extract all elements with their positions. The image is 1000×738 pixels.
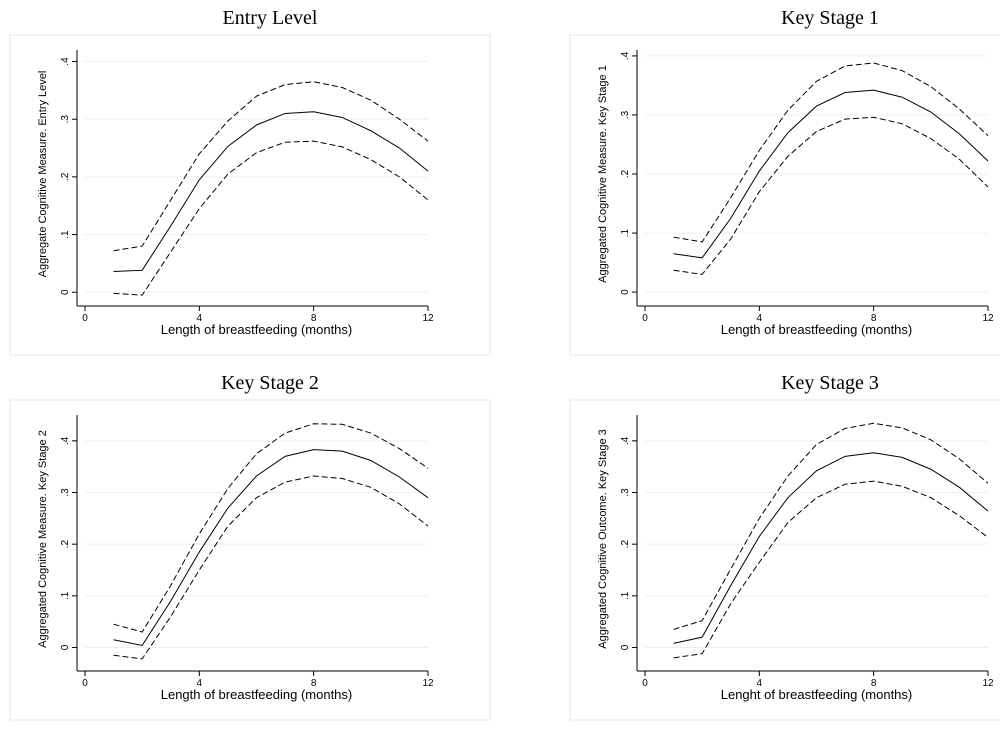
y-tick-label: .1 xyxy=(620,228,631,237)
x-tick-label: 12 xyxy=(982,313,994,324)
x-tick-label: 0 xyxy=(642,313,648,324)
x-tick-label: 12 xyxy=(982,678,994,689)
x-axis-label: Length of breastfeeding (months) xyxy=(161,687,353,702)
panel-frame xyxy=(9,34,491,356)
y-tick-label: .3 xyxy=(60,488,71,497)
x-axis-label: Lenght of breastfeeding (months) xyxy=(721,687,913,702)
y-tick-label: .4 xyxy=(60,57,71,66)
x-tick-label: 8 xyxy=(871,678,877,689)
x-tick-label: 8 xyxy=(311,313,317,324)
estimate-line xyxy=(113,111,429,272)
y-tick-label: .4 xyxy=(60,436,71,445)
panel-title: Key Stage 2 xyxy=(221,372,319,394)
ci-line xyxy=(673,480,989,659)
y-tick-label: .2 xyxy=(60,540,71,549)
y-tick-label: .4 xyxy=(620,51,631,60)
x-tick-label: 4 xyxy=(757,678,763,689)
y-tick-label: .2 xyxy=(60,172,71,181)
panel-frame xyxy=(569,34,1000,356)
x-tick-label: 12 xyxy=(422,678,434,689)
y-tick-label: 0 xyxy=(60,289,71,295)
y-tick-label: .2 xyxy=(620,540,631,549)
panel-frame xyxy=(569,399,1000,721)
panel-frame xyxy=(9,399,491,721)
y-axis-label: Aggregated Cognitive Measure. Key Stage … xyxy=(597,65,609,283)
panel: Key Stage 2 0 .1 .2 .3 .4 0 4 8 12 Length of breas… xyxy=(9,372,491,721)
y-tick-label: .3 xyxy=(60,115,71,124)
y-tick-label: .3 xyxy=(620,488,631,497)
x-tick-label: 0 xyxy=(82,678,88,689)
y-tick-label: 0 xyxy=(60,644,71,650)
y-tick-label: .2 xyxy=(620,169,631,178)
estimate-line xyxy=(673,89,989,259)
panel-title: Key Stage 1 xyxy=(781,7,879,29)
x-tick-label: 0 xyxy=(642,678,648,689)
ci-line xyxy=(113,423,429,633)
panel: Entry Level 0 .1 .2 .3 .4 0 4 8 12 Length of breas… xyxy=(9,7,491,356)
y-tick-label: .1 xyxy=(60,230,71,239)
panel: Key Stage 3 0 .1 .2 .3 .4 0 4 8 12 Lenght of breas… xyxy=(569,372,1000,721)
y-tick-label: .1 xyxy=(60,591,71,600)
panel: Key Stage 1 0 .1 .2 .3 .4 0 4 8 12 Length of breas… xyxy=(569,7,1000,356)
x-axis-label: Length of breastfeeding (months) xyxy=(161,322,353,337)
estimate-line xyxy=(673,452,989,644)
x-tick-label: 4 xyxy=(197,313,203,324)
y-tick-label: .4 xyxy=(620,436,631,445)
y-axis-label: Aggregated Cognitive Measure. Key Stage … xyxy=(37,430,49,648)
x-tick-label: 0 xyxy=(82,313,88,324)
y-tick-label: .3 xyxy=(620,110,631,119)
ci-line xyxy=(673,422,989,630)
x-tick-label: 4 xyxy=(757,313,763,324)
ci-line xyxy=(113,140,429,296)
y-axis-label: Aggregated Cognitive Outcome. Key Stage … xyxy=(597,429,609,649)
ci-line xyxy=(673,116,989,275)
ci-line xyxy=(673,62,989,243)
x-tick-label: 8 xyxy=(871,313,877,324)
ci-line xyxy=(113,475,429,660)
x-tick-label: 4 xyxy=(197,678,203,689)
y-tick-label: 0 xyxy=(620,289,631,295)
estimate-line xyxy=(113,449,429,646)
y-tick-label: 0 xyxy=(620,644,631,650)
y-axis-label: Aggregate Cognitive Measure. Entry Level xyxy=(37,71,49,278)
x-axis-label: Length of breastfeeding (months) xyxy=(721,322,913,337)
ci-line xyxy=(113,81,429,252)
x-tick-label: 12 xyxy=(422,313,434,324)
x-tick-label: 8 xyxy=(311,678,317,689)
panel-title: Entry Level xyxy=(223,7,318,29)
y-tick-label: .1 xyxy=(620,591,631,600)
panel-title: Key Stage 3 xyxy=(781,372,879,394)
